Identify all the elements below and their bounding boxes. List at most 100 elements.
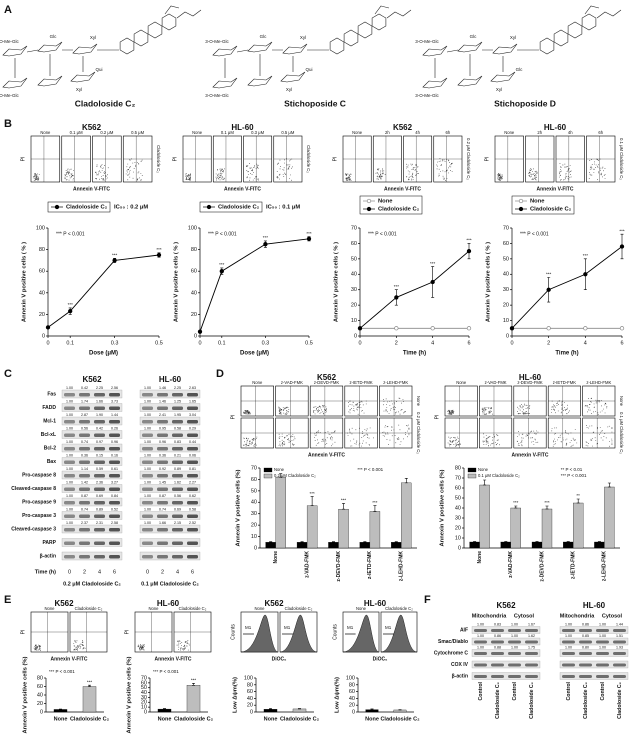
y-axis-label: PI	[332, 157, 338, 162]
y-tick-label: 0	[506, 333, 509, 339]
marker	[466, 248, 472, 254]
marker	[430, 326, 435, 331]
column-label: z-IETD-FMK	[553, 380, 576, 385]
significance: ***	[112, 252, 118, 257]
column-label: Cladoloside C₂	[385, 606, 413, 611]
flow-events	[215, 168, 225, 181]
sugar-label: 3-O-Me-Glc	[205, 39, 229, 44]
x-tick-label: z-DEVD-FMK	[336, 551, 342, 582]
column-label: None	[352, 130, 363, 135]
band-quant: 1.00	[66, 521, 73, 525]
blot-band	[474, 652, 487, 655]
band-quant: 0.06	[189, 453, 196, 457]
panel-letter: A	[4, 4, 12, 16]
blot-band	[94, 487, 105, 491]
blot-band	[142, 487, 153, 491]
blot-strip	[559, 637, 629, 646]
y-tick-label: 50	[351, 256, 357, 262]
y-tick-label: 30	[503, 287, 509, 293]
blot-band	[109, 460, 120, 464]
band-quant: 1.00	[477, 622, 484, 626]
band-quant: 0.88	[494, 645, 501, 649]
bar	[479, 484, 490, 549]
x-tick-label: 6	[620, 340, 623, 346]
band-quant: 1.00	[144, 386, 151, 390]
protein-label: Pro-caspase 9	[22, 499, 56, 505]
blot-band	[64, 460, 75, 464]
time-value: 0	[146, 569, 149, 575]
y-tick-label: 20	[191, 312, 197, 318]
band-quant: 1.66	[96, 399, 103, 403]
y-tick-label: 10	[503, 318, 509, 324]
x-tick-label: 6	[467, 340, 470, 346]
blot-strip	[559, 660, 629, 669]
protein-label: Smac/Diablo	[438, 639, 468, 645]
band-quant: 1.51	[616, 634, 623, 638]
protein-label: Bcl-2	[44, 445, 56, 451]
y-tick-label: 60	[455, 485, 461, 491]
blot-strip	[471, 626, 541, 634]
series-line	[47, 254, 160, 328]
sugar-label: Glc	[50, 34, 58, 39]
band-quant: 0.96	[159, 440, 166, 444]
series-line	[511, 246, 623, 329]
y-tick-label: 40	[39, 290, 45, 296]
blot-band	[142, 460, 153, 464]
flow-events	[278, 406, 290, 415]
blot-strip	[139, 511, 201, 520]
y-tick-label: 70	[455, 475, 461, 481]
blot-band	[525, 652, 538, 655]
error-bar	[192, 683, 195, 686]
protein-label: Fas	[47, 391, 56, 397]
y-tick-label: 40	[251, 500, 257, 506]
error-bar	[597, 541, 601, 543]
protein-label: Pro-caspase 8	[22, 472, 56, 478]
blot-band	[157, 447, 168, 451]
blot-band	[64, 406, 75, 410]
legend-marker	[518, 206, 524, 212]
y-tick-label: 10	[351, 318, 357, 324]
blot-band	[596, 629, 609, 632]
y-axis-label: PI	[172, 157, 178, 162]
flow-events	[382, 424, 410, 445]
flow-events	[584, 397, 608, 415]
y-tick-label: 20	[349, 703, 355, 709]
bar	[604, 486, 615, 549]
blot-band	[613, 640, 626, 644]
band-quant: 0.15	[96, 453, 103, 457]
blot-band	[142, 447, 153, 451]
sugar-label: Glc	[516, 67, 524, 72]
panel-title: HL-60	[519, 373, 542, 382]
y-tick-label: 60	[247, 689, 253, 695]
band-quant: 2.87	[81, 413, 88, 417]
y-tick-label: 20	[503, 303, 509, 309]
blot-band	[187, 474, 198, 478]
blot-band	[142, 514, 153, 518]
y-tick-label: 80	[37, 675, 43, 681]
blot-band	[187, 460, 198, 464]
sugar-label: Xyl	[286, 87, 292, 92]
x-axis-label: Time (h)	[555, 351, 578, 357]
sugar-label: Xyl	[76, 87, 82, 92]
band-quant: 0.80	[582, 645, 589, 649]
y-tick-label: 100	[36, 225, 45, 231]
y-axis-label: Annexin V positive cells (%)	[127, 656, 133, 733]
blot-band	[142, 501, 153, 505]
band-quant: 0.89	[96, 507, 103, 511]
blot-band	[109, 501, 120, 505]
flow-events	[313, 405, 327, 415]
legend-label: Cladoloside C₂	[378, 207, 420, 213]
blot-strip	[139, 538, 201, 547]
blot-band	[187, 433, 198, 437]
compound-name: Stichoposide D	[494, 98, 556, 108]
x-tick-label: 4	[584, 340, 587, 346]
sugar-label: Xyl	[496, 87, 502, 92]
y-tick-label: 70	[251, 465, 257, 471]
band-quant: 0.74	[81, 507, 88, 511]
band-quant: 3.73	[111, 399, 118, 403]
flow-events	[383, 397, 406, 415]
marker	[45, 325, 51, 330]
band-quant: 0.87	[81, 494, 88, 498]
blot-band	[474, 640, 487, 644]
